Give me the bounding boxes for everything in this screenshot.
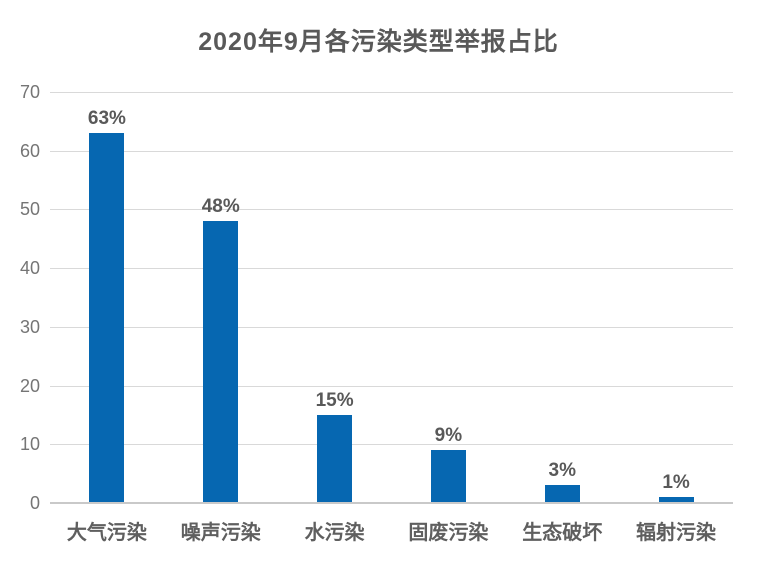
bar [89, 133, 125, 503]
bars-layer: 63% 48% 15% 9% 3% 1% [50, 92, 733, 503]
x-axis-line [50, 502, 733, 504]
y-tick-label: 30 [19, 316, 40, 337]
y-tick-label: 40 [19, 258, 40, 279]
value-label: 3% [548, 460, 576, 482]
x-tick-label: 辐射污染 [636, 522, 717, 544]
bar [544, 485, 580, 503]
bar [658, 497, 694, 503]
gridline [50, 444, 733, 446]
x-tick-label: 水污染 [304, 522, 365, 544]
gridline [50, 150, 733, 152]
gridline [50, 92, 733, 93]
y-tick-label: 50 [19, 199, 40, 220]
bar [430, 450, 466, 503]
y-tick-label: 0 [29, 493, 40, 513]
plot-area: 0 10 20 30 40 50 60 70 63% 48% 15% 9% 3% 1% 大气污染 噪声污染… [20, 82, 733, 544]
y-tick-label: 10 [19, 434, 40, 455]
x-axis-labels: 大气污染 噪声污染 水污染 固废污染 生态破坏 辐射污染 [50, 92, 733, 544]
value-label: 48% [201, 196, 240, 218]
x-tick-label: 大气污染 [66, 522, 147, 544]
gridline [50, 385, 733, 387]
gridline [50, 268, 733, 270]
y-tick-label: 70 [19, 82, 40, 102]
bar [203, 221, 239, 503]
y-tick-label: 60 [19, 140, 40, 161]
bar [317, 414, 353, 503]
x-tick-label: 固废污染 [408, 522, 489, 544]
value-label: 9% [434, 425, 463, 447]
gridline [50, 209, 733, 211]
value-label: 1% [662, 472, 690, 494]
value-label: 15% [315, 389, 354, 411]
y-axis-labels: 0 10 20 30 40 50 60 70 [0, 82, 40, 513]
x-tick-label: 噪声污染 [180, 522, 261, 544]
gridline [50, 326, 733, 328]
gridlines-layer [50, 92, 733, 503]
value-label: 63% [87, 108, 126, 130]
y-tick-label: 20 [19, 375, 40, 396]
x-tick-label: 生态破坏 [522, 522, 603, 544]
chart-title: 2020年9月各污染类型举报占比 [198, 28, 559, 56]
